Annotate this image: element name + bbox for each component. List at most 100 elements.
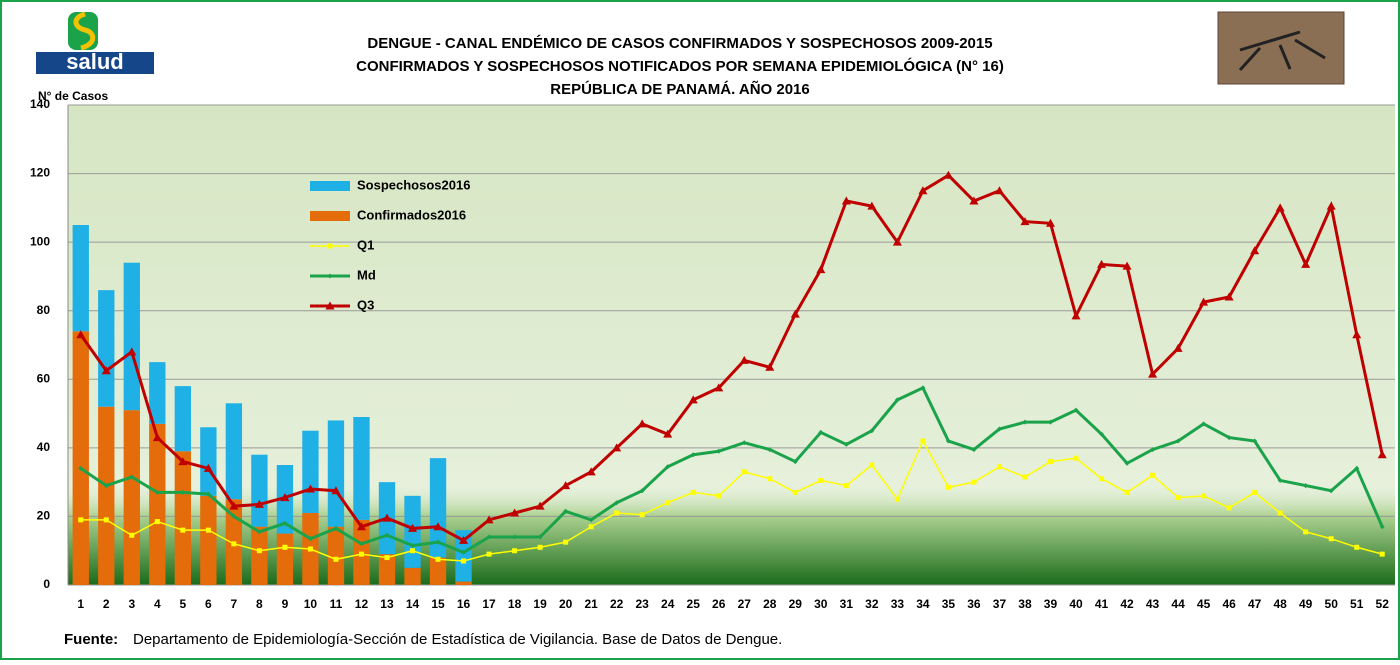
x-tick-label: 17 — [482, 597, 496, 611]
point — [767, 476, 772, 481]
chart-title: CONFIRMADOS Y SOSPECHOSOS NOTIFICADOS PO… — [356, 57, 1004, 75]
x-tick-label: 9 — [282, 597, 289, 611]
x-tick-label: 35 — [942, 597, 956, 611]
point — [231, 541, 236, 546]
bar — [226, 403, 242, 499]
legend-label: Q1 — [357, 237, 374, 252]
chart-title: REPÚBLICA DE PANAMÁ. AÑO 2016 — [550, 80, 809, 98]
point — [104, 517, 109, 522]
logo-text: salud — [66, 49, 123, 74]
bar — [149, 424, 165, 585]
point — [971, 480, 976, 485]
point — [180, 528, 185, 533]
point — [1074, 456, 1079, 461]
legend-label: Confirmados2016 — [357, 207, 466, 222]
legend-label: Sospechosos2016 — [357, 177, 470, 192]
point — [614, 511, 619, 516]
x-tick-label: 31 — [840, 597, 854, 611]
x-tick-label: 48 — [1273, 597, 1287, 611]
legend-label: Md — [357, 267, 376, 282]
chart-title: DENGUE - CANAL ENDÉMICO DE CASOS CONFIRM… — [367, 35, 992, 52]
point — [1022, 475, 1027, 480]
point — [1176, 495, 1181, 500]
point — [640, 512, 645, 517]
point — [997, 464, 1002, 469]
x-tick-label: 51 — [1350, 597, 1364, 611]
point — [129, 533, 134, 538]
x-tick-label: 7 — [231, 597, 238, 611]
x-tick-label: 2 — [103, 597, 110, 611]
point — [1278, 511, 1283, 516]
x-tick-label: 50 — [1325, 597, 1339, 611]
point — [563, 540, 568, 545]
point — [436, 557, 441, 562]
point — [1303, 529, 1308, 534]
x-tick-label: 1 — [77, 597, 84, 611]
bar — [328, 420, 344, 526]
point — [589, 524, 594, 529]
point — [691, 490, 696, 495]
bar — [124, 263, 140, 410]
x-tick-label: 22 — [610, 597, 624, 611]
point — [1048, 459, 1053, 464]
point — [206, 528, 211, 533]
bar — [251, 455, 267, 527]
x-tick-label: 41 — [1095, 597, 1109, 611]
point — [410, 548, 415, 553]
y-tick-label: 20 — [37, 509, 51, 523]
point — [384, 555, 389, 560]
x-tick-label: 24 — [661, 597, 675, 611]
x-tick-label: 14 — [406, 597, 420, 611]
point — [78, 517, 83, 522]
x-tick-label: 11 — [330, 597, 343, 611]
x-tick-label: 33 — [891, 597, 905, 611]
point — [844, 483, 849, 488]
point — [869, 463, 874, 468]
x-tick-label: 32 — [865, 597, 879, 611]
point — [920, 439, 925, 444]
x-tick-label: 12 — [355, 597, 369, 611]
point — [1125, 490, 1130, 495]
point — [895, 497, 900, 502]
x-tick-label: 6 — [205, 597, 212, 611]
bar — [175, 386, 191, 451]
bar — [98, 407, 114, 585]
point — [1227, 505, 1232, 510]
x-tick-label: 15 — [431, 597, 445, 611]
source-text: Departamento de Epidemiología-Sección de… — [133, 631, 782, 648]
x-tick-label: 42 — [1120, 597, 1134, 611]
bar — [200, 427, 216, 496]
point — [946, 485, 951, 490]
bar — [251, 527, 267, 585]
x-tick-label: 10 — [304, 597, 318, 611]
x-tick-label: 30 — [814, 597, 828, 611]
point — [461, 559, 466, 564]
y-tick-label: 120 — [30, 166, 50, 180]
legend-swatch — [310, 181, 350, 191]
mosquito-photo — [1218, 12, 1344, 84]
y-tick-label: 80 — [37, 303, 51, 317]
y-tick-label: 40 — [37, 440, 51, 454]
bar — [328, 527, 344, 585]
bar — [73, 331, 89, 585]
x-tick-label: 40 — [1069, 597, 1083, 611]
bar — [455, 582, 471, 585]
x-tick-label: 52 — [1376, 597, 1390, 611]
x-tick-label: 46 — [1222, 597, 1236, 611]
x-tick-label: 38 — [1018, 597, 1032, 611]
legend-label: Q3 — [357, 297, 374, 312]
y-tick-label: 0 — [43, 577, 50, 591]
bar — [124, 410, 140, 585]
point — [282, 545, 287, 550]
x-tick-label: 13 — [380, 597, 394, 611]
point — [257, 548, 262, 553]
x-tick-label: 20 — [559, 597, 573, 611]
legend-swatch — [310, 211, 350, 221]
point — [742, 469, 747, 474]
x-tick-label: 27 — [738, 597, 752, 611]
x-tick-label: 5 — [179, 597, 186, 611]
point — [308, 547, 313, 552]
x-tick-label: 28 — [763, 597, 777, 611]
point — [818, 478, 823, 483]
point — [1252, 490, 1257, 495]
